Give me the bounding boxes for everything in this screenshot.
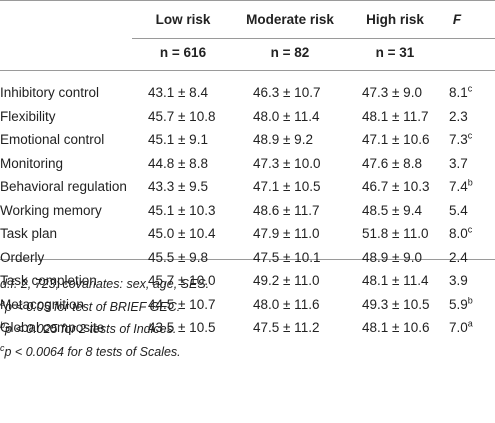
column-subheader: n = 31 — [375, 45, 415, 60]
cell-high: 49.3 ± 10.5 — [362, 296, 430, 312]
header-rule — [132, 38, 495, 39]
f-value: 7.3 — [449, 132, 468, 147]
cell-moderate: 48.0 ± 11.6 — [253, 296, 320, 312]
f-superscript: c — [467, 83, 473, 94]
row-label: Monitoring — [0, 155, 64, 171]
cell-high: 47.6 ± 8.8 — [362, 155, 422, 171]
f-value: 5.9 — [449, 296, 468, 312]
cell-low: 43.1 ± 8.4 — [148, 85, 208, 100]
footnote-text: d.f. 2, 723; covariates: sex, age, SES. — [0, 277, 210, 291]
column-header: F — [452, 12, 462, 27]
f-value: 7.0 — [449, 320, 468, 335]
cell-moderate: 47.1 ± 10.5 — [253, 179, 321, 194]
cell-f: 2.3 — [449, 109, 468, 125]
cell-f: 8.1c — [449, 83, 473, 101]
column-header: Moderate risk — [246, 12, 334, 27]
subheader-rule — [0, 70, 495, 71]
f-value: 8.0 — [449, 226, 468, 241]
f-value: 8.1 — [449, 85, 468, 100]
cell-moderate: 48.6 ± 11.7 — [253, 202, 320, 218]
cell-moderate: 47.3 ± 10.0 — [253, 155, 321, 171]
cell-low: 43.3 ± 9.5 — [148, 179, 208, 194]
cell-f: 7.4b — [449, 177, 473, 195]
f-value: 3.9 — [449, 273, 468, 288]
footnote: bp < 0.025 for 2 tests of Indices. — [0, 319, 177, 337]
cell-high: 47.1 ± 10.6 — [362, 132, 430, 147]
f-value: 2.4 — [449, 249, 468, 265]
f-superscript: c — [467, 224, 473, 235]
row-label: Emotional control — [0, 132, 105, 147]
cell-f: 2.4 — [449, 250, 468, 266]
cell-moderate: 47.9 ± 11.0 — [253, 226, 320, 241]
cell-high: 51.8 ± 11.0 — [362, 226, 429, 241]
f-superscript: b — [467, 177, 473, 188]
column-subheader: n = 616 — [159, 45, 207, 60]
cell-f: 7.0a — [449, 318, 473, 336]
row-label: Global composite — [0, 320, 105, 335]
f-value: 2.3 — [449, 108, 468, 124]
cell-moderate: 49.2 ± 11.0 — [253, 273, 320, 288]
column-header: High risk — [366, 12, 424, 27]
cell-f: 7.3c — [449, 130, 473, 148]
cell-f: 5.4 — [449, 203, 468, 219]
f-value: 7.4 — [449, 179, 468, 194]
f-superscript: a — [467, 318, 473, 329]
f-superscript: b — [467, 295, 473, 305]
cell-low: 45.1 ± 9.1 — [148, 132, 208, 147]
footnote-marker: b — [0, 319, 6, 330]
footnote-text: p < 0.05 for test of BRIEF GEC. — [5, 299, 181, 314]
top-rule — [0, 0, 495, 1]
row-label: Working memory — [0, 202, 102, 218]
cell-moderate: 46.3 ± 10.7 — [253, 85, 321, 100]
footnote: d.f. 2, 723; covariates: sex, age, SES. — [0, 276, 209, 292]
f-superscript: c — [467, 130, 473, 141]
f-value: 5.4 — [449, 202, 468, 218]
row-label: Flexibility — [0, 108, 56, 124]
footnote: ap < 0.05 for test of BRIEF GEC. — [0, 297, 181, 315]
cell-low: 45.7 ± 10.0 — [148, 273, 216, 288]
cell-low: 44.8 ± 8.8 — [148, 155, 208, 171]
cell-f: 3.7 — [449, 156, 468, 172]
cell-moderate: 47.5 ± 10.1 — [253, 249, 321, 265]
cell-f: 3.9 — [449, 273, 468, 289]
column-header: Low risk — [155, 12, 211, 27]
row-label: Inhibitory control — [0, 85, 100, 100]
footnote-marker: c — [0, 342, 5, 353]
cell-moderate: 47.5 ± 11.2 — [253, 320, 320, 335]
cell-f: 5.9b — [449, 295, 473, 313]
cell-low: 45.0 ± 10.4 — [148, 226, 216, 241]
cell-f: 8.0c — [449, 224, 473, 242]
cell-moderate: 48.9 ± 9.2 — [253, 132, 313, 147]
cell-high: 46.7 ± 10.3 — [362, 179, 430, 194]
cell-low: 45.1 ± 10.3 — [148, 202, 216, 218]
footnote-marker: a — [0, 297, 6, 308]
cell-high: 48.9 ± 9.0 — [362, 249, 422, 265]
cell-high: 47.3 ± 9.0 — [362, 85, 422, 100]
cell-high: 48.1 ± 11.4 — [362, 273, 429, 288]
cell-low: 43.5 ± 10.5 — [148, 320, 216, 335]
footnote-text: p < 0.025 for 2 tests of Indices. — [5, 322, 177, 336]
cell-moderate: 48.0 ± 11.4 — [253, 108, 320, 124]
row-label: Task completion — [0, 273, 97, 288]
column-subheader: n = 82 — [270, 45, 310, 60]
row-label: Behavioral regulation — [0, 179, 127, 194]
footnote: cp < 0.0064 for 8 tests of Scales. — [0, 342, 181, 360]
cell-high: 48.1 ± 11.7 — [362, 108, 429, 124]
row-label: Task plan — [0, 226, 58, 241]
footnote-text: p < 0.0064 for 8 tests of Scales. — [4, 344, 181, 359]
cell-low: 45.5 ± 9.8 — [148, 249, 208, 265]
bottom-rule — [0, 259, 495, 260]
cell-high: 48.1 ± 10.6 — [362, 320, 430, 335]
cell-low: 45.7 ± 10.8 — [148, 108, 216, 124]
row-label: Orderly — [0, 249, 45, 265]
f-value: 3.7 — [449, 155, 468, 171]
cell-low: 44.5 ± 10.7 — [148, 296, 216, 312]
row-label: Metacognition — [0, 296, 85, 312]
cell-high: 48.5 ± 9.4 — [362, 202, 422, 218]
